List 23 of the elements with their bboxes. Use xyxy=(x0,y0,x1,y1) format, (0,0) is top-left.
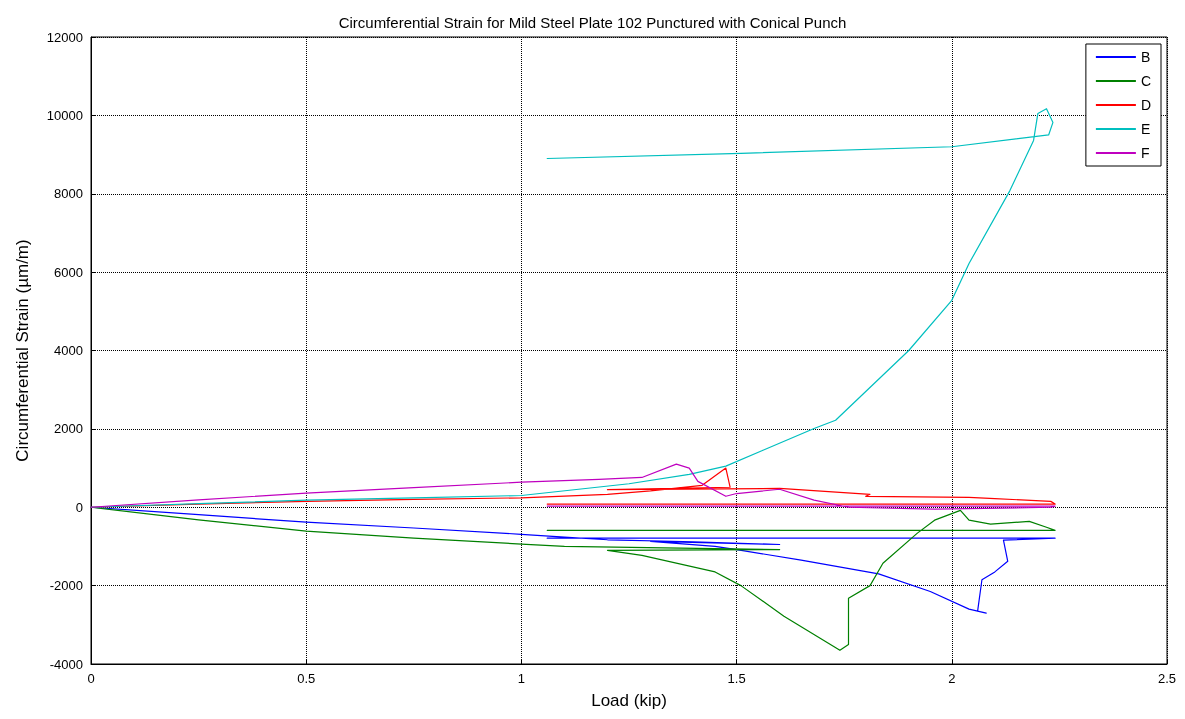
x-tick-label: 0.5 xyxy=(297,671,316,686)
y-tick-label: 12000 xyxy=(46,29,83,45)
legend-label: C xyxy=(1140,73,1152,89)
chart-title: Circumferential Strain for Mild Steel Plate 102 Punctured with Conical Punch xyxy=(338,14,847,31)
y-tick-label: 10000 xyxy=(46,107,83,123)
y-tick-label: 8000 xyxy=(54,186,83,202)
legend-label: E xyxy=(1140,121,1151,137)
y-tick-label: 2000 xyxy=(54,421,83,437)
x-tick-label: 2.5 xyxy=(1157,671,1177,686)
x-tick-label: 2 xyxy=(948,671,956,686)
y-axis-title: Circumferential Strain (µm/m) xyxy=(13,239,32,462)
legend-label: F xyxy=(1140,145,1150,161)
x-tick-label: 1 xyxy=(517,671,526,686)
y-tick-label: -4000 xyxy=(49,656,83,672)
y-tick-label: 4000 xyxy=(54,343,83,358)
x-axis-title: Load (kip) xyxy=(591,691,667,710)
x-tick-label: 0 xyxy=(87,671,95,686)
legend-label: D xyxy=(1140,97,1152,113)
y-tick-label: 6000 xyxy=(54,264,83,280)
legend-label: B xyxy=(1140,49,1151,65)
y-tick-label: 0 xyxy=(75,499,83,515)
y-tick-label: -2000 xyxy=(49,578,83,594)
x-tick-label: 1.5 xyxy=(727,671,746,686)
